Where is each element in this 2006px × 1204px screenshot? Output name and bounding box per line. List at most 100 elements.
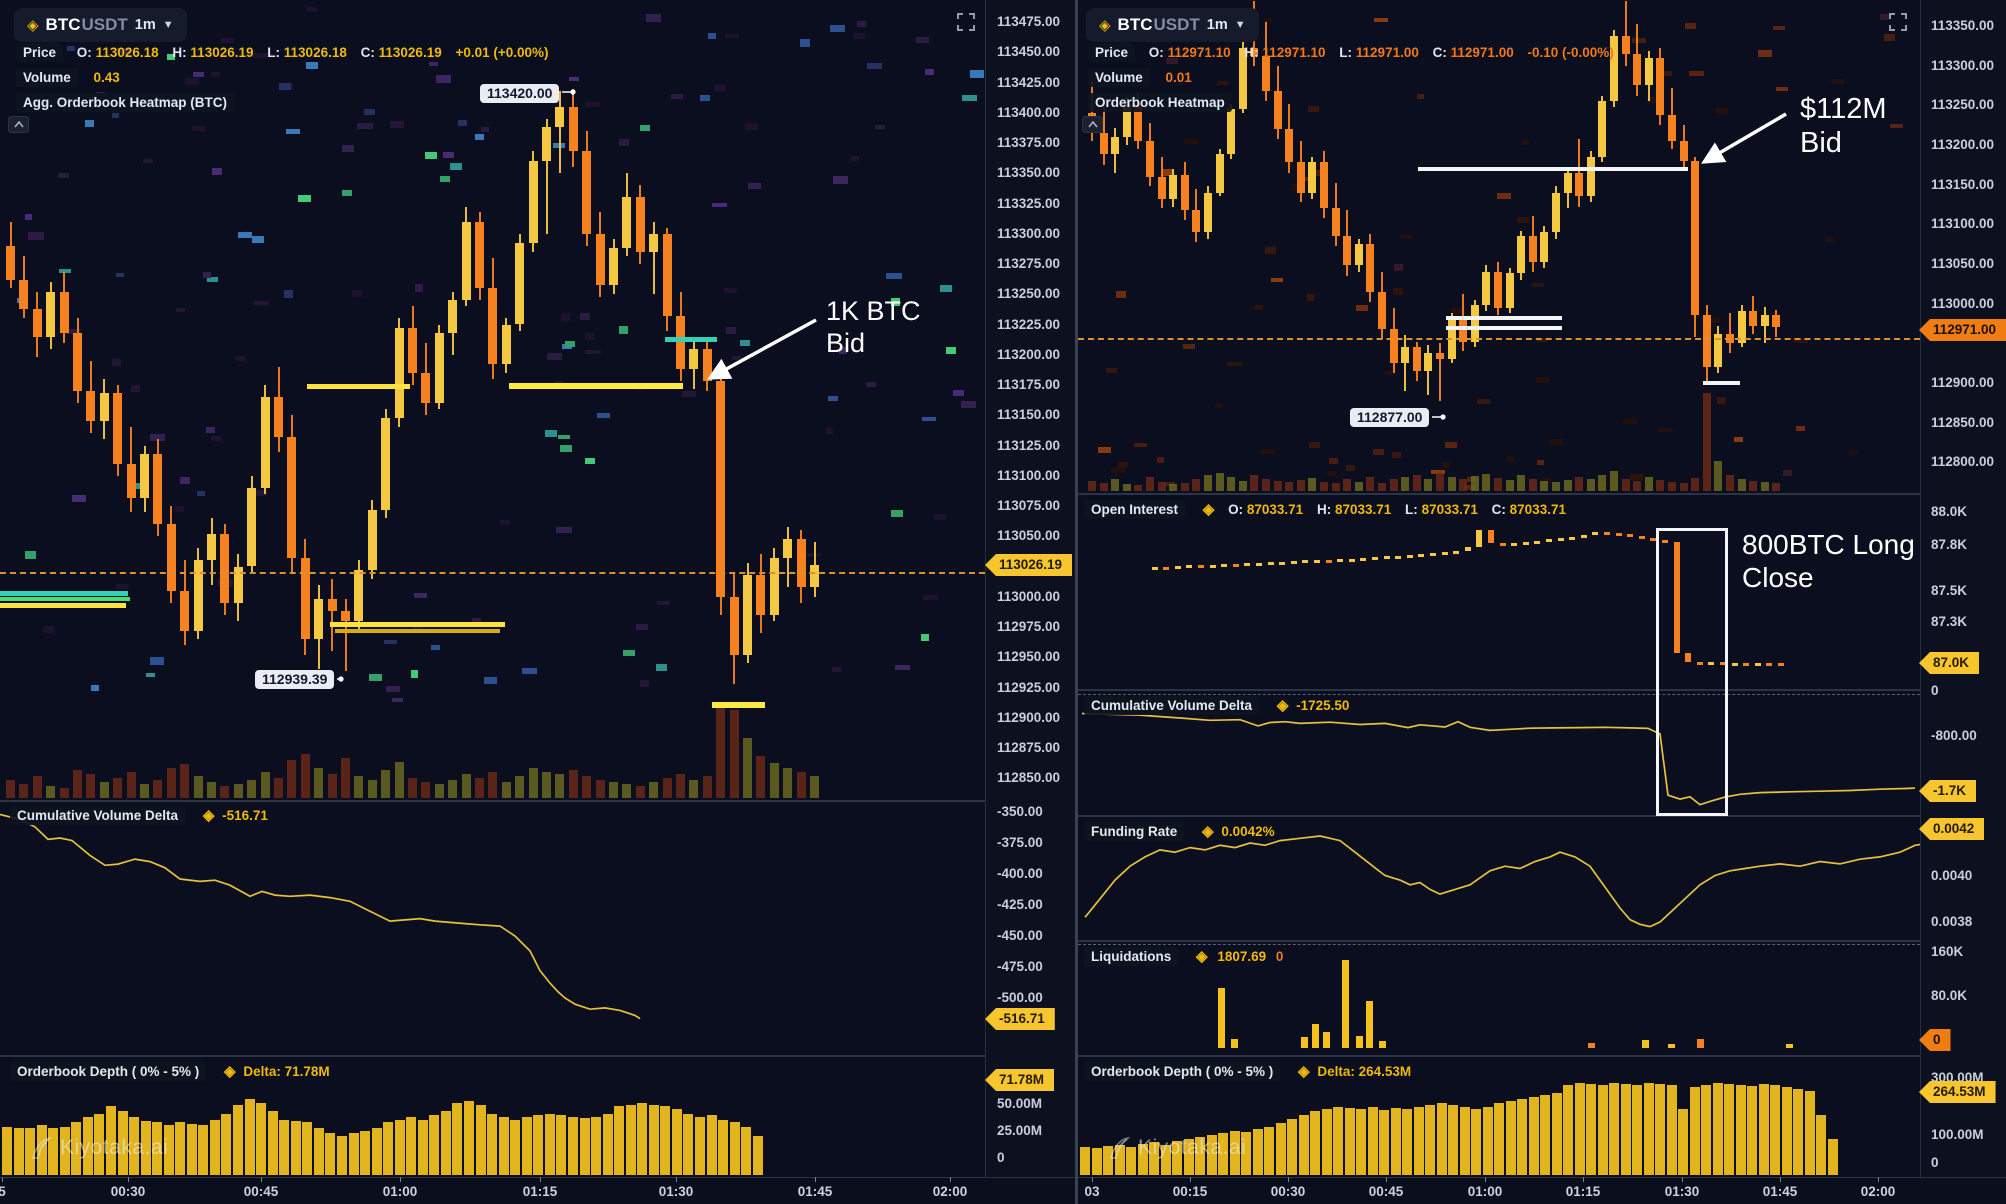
orderbook-level-line — [1703, 381, 1740, 385]
heatmap-dot — [714, 84, 726, 92]
heatmap-dot — [596, 413, 610, 418]
heatmap-dot — [580, 313, 590, 320]
binance-icon: ◈ — [1099, 16, 1111, 34]
volume-bar — [1354, 482, 1363, 491]
candle-body — [247, 487, 257, 567]
high-value: 113026.19 — [190, 45, 254, 60]
heatmap-dot — [1115, 291, 1126, 299]
candle-body — [1099, 133, 1108, 155]
candle-body — [1470, 305, 1479, 342]
heatmap-dot — [854, 33, 866, 39]
oi-bar — [1360, 557, 1367, 561]
volume-bar — [1447, 477, 1456, 491]
depth-bar — [1597, 1085, 1608, 1175]
left-cvd-line — [0, 813, 641, 1020]
volume-bar — [1134, 485, 1143, 491]
heatmap-dot — [111, 113, 120, 118]
heatmap-dot — [58, 173, 70, 179]
volume-bar — [1238, 481, 1247, 491]
volume-bar — [1691, 478, 1700, 491]
volume-bar — [220, 786, 230, 798]
right-price-axis[interactable] — [1920, 0, 2006, 1177]
oi-bar — [1267, 562, 1274, 566]
volume-bar — [73, 770, 82, 798]
time-tick — [2, 1177, 3, 1182]
axis-tick-label: 113200.00 — [1931, 137, 1995, 152]
heatmap-dot — [1292, 48, 1303, 54]
heatmap-dot — [1632, 38, 1647, 43]
kiyotaka-logo-icon — [32, 1136, 52, 1159]
volume-bar — [1528, 479, 1537, 491]
oi-bar — [1232, 564, 1239, 568]
candle-body — [140, 453, 149, 498]
heatmap-dot — [1535, 376, 1549, 383]
annotation-800btc-long-close: 800BTC Long Close — [1742, 529, 1915, 594]
candle-body — [394, 328, 404, 418]
axis-tick-label: 112900.00 — [997, 710, 1061, 725]
left-time-axis[interactable] — [0, 1177, 1075, 1204]
panel-divider[interactable] — [1075, 0, 1078, 1204]
price-tag-113420: 113420.00 — [480, 84, 560, 103]
oi-bar — [1615, 532, 1622, 536]
heatmap-dot — [481, 127, 489, 132]
right-time-axis[interactable] — [1078, 1177, 2006, 1204]
open-value: 112971.10 — [1167, 45, 1231, 60]
collapse-indicator-button[interactable] — [1082, 116, 1103, 133]
left-fullscreen-button[interactable] — [956, 12, 976, 32]
candle-body — [287, 437, 297, 559]
heatmap-dot — [179, 476, 191, 484]
left-symbol-selector[interactable]: ◈ BTC USDT 1m ▼ — [14, 8, 187, 42]
volume-bar — [46, 786, 56, 798]
heatmap-dot — [623, 649, 635, 656]
candle-body — [488, 288, 498, 365]
depth-bar — [648, 1104, 659, 1175]
volume-bar — [434, 784, 444, 798]
volume-bar — [756, 756, 766, 798]
candle-body — [233, 566, 243, 603]
low-value: 112971.00 — [1355, 45, 1419, 60]
candle-body — [810, 565, 819, 588]
candle-body — [542, 127, 551, 162]
collapse-indicator-button[interactable] — [8, 116, 29, 133]
candle-body — [166, 524, 176, 591]
volume-bar — [193, 776, 203, 798]
time-label: 01:00 — [382, 1184, 418, 1199]
candle-body — [1169, 175, 1178, 199]
depth-bar — [1321, 1109, 1332, 1175]
axis-tick-label: 113300.00 — [997, 226, 1061, 241]
heatmap-dot — [430, 645, 441, 651]
depth-bar — [1586, 1083, 1596, 1175]
candle-body — [1749, 311, 1758, 326]
depth-bar — [498, 1116, 509, 1175]
axis-tick-label: 87.8K — [1931, 537, 1968, 552]
candle-body — [649, 233, 659, 252]
oi-bar — [1244, 563, 1251, 567]
volume-bar — [488, 772, 498, 798]
time-tick — [950, 1177, 951, 1182]
depth-bar — [1689, 1086, 1700, 1175]
heatmap-dot — [1831, 79, 1844, 84]
right-fullscreen-button[interactable] — [1888, 12, 1908, 32]
volume-bar — [354, 776, 364, 798]
heatmap-dot — [618, 139, 629, 146]
heatmap-dot — [414, 593, 428, 598]
heatmap-dot — [24, 551, 37, 559]
time-tick — [676, 1177, 677, 1182]
heatmap-dot — [886, 272, 902, 280]
right-symbol-selector[interactable]: ◈ BTC USDT 1m ▼ — [1086, 8, 1259, 42]
depth-bar — [1195, 1137, 1205, 1175]
liq-header: Liquidations ◈ 1807.69 0 — [1084, 947, 1283, 966]
left-price-axis[interactable] — [985, 0, 1076, 1177]
volume-bar — [743, 738, 752, 798]
candle-body — [260, 397, 270, 488]
heatmap-dot — [953, 390, 965, 397]
candle-body — [99, 393, 109, 422]
binance-icon: ◈ — [27, 16, 39, 34]
heatmap-dot — [279, 82, 292, 90]
axis-tick-label: 112925.00 — [997, 680, 1061, 695]
oi-bar — [1731, 662, 1738, 666]
candle-body — [1610, 35, 1618, 102]
time-label: 01:30 — [1664, 1184, 1700, 1199]
candle-wick — [1624, 0, 1627, 66]
orderbook-level-line — [330, 622, 505, 627]
